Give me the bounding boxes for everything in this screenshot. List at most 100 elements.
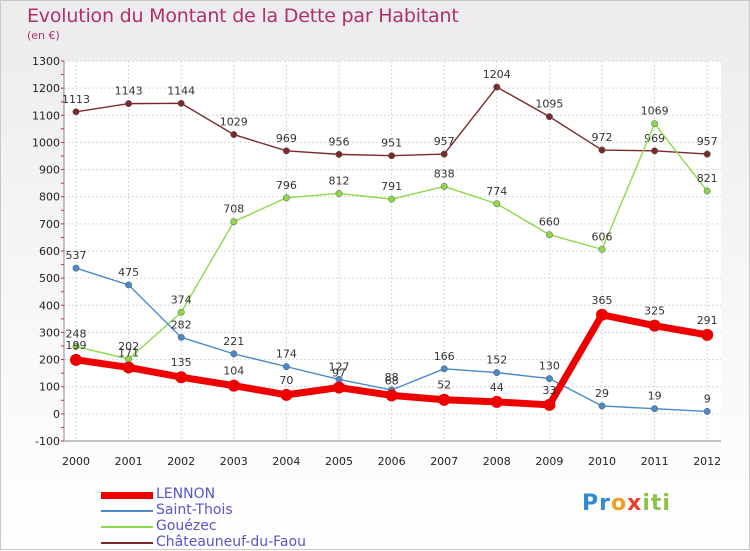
data-label: 957	[697, 135, 718, 148]
data-point	[70, 353, 82, 366]
legend-label: Châteauneuf-du-Faou	[156, 534, 306, 550]
data-point	[703, 150, 711, 158]
data-label: 33	[542, 384, 556, 397]
data-point	[651, 147, 659, 155]
data-label: 166	[434, 350, 455, 363]
data-point	[125, 100, 133, 108]
y-tick-label: 1100	[32, 109, 60, 122]
x-tick-label: 2003	[220, 455, 248, 468]
data-point	[651, 120, 659, 128]
legend-label: LENNON	[156, 486, 216, 502]
y-tick-label: 400	[39, 299, 60, 312]
data-point	[596, 308, 608, 321]
data-point	[440, 150, 448, 158]
data-point	[282, 194, 290, 202]
data-label: 135	[171, 356, 192, 369]
y-tick-label: 1200	[32, 82, 60, 95]
data-label: 1143	[115, 85, 143, 98]
data-point	[177, 333, 185, 341]
logo-letter: x	[627, 491, 643, 516]
y-tick-label: -100	[35, 435, 60, 448]
data-label: 171	[118, 346, 139, 359]
legend-swatch	[101, 526, 153, 528]
data-label: 44	[490, 381, 504, 394]
data-label: 1113	[62, 93, 90, 106]
data-point	[651, 405, 659, 413]
data-label: 1029	[220, 116, 248, 129]
data-label: 19	[648, 390, 662, 403]
data-label: 202	[118, 340, 139, 353]
y-tick-label: 1000	[32, 136, 60, 149]
data-point	[230, 131, 238, 139]
data-label: 68	[385, 374, 399, 387]
x-tick-label: 2011	[641, 455, 669, 468]
logo-letter: o	[610, 491, 628, 516]
y-tick-label: 800	[39, 191, 60, 204]
data-point	[125, 281, 133, 289]
data-label: 248	[66, 328, 87, 341]
data-point	[388, 152, 396, 160]
data-label: 821	[697, 172, 718, 185]
data-point	[490, 395, 503, 408]
data-point	[175, 371, 188, 384]
data-point	[385, 389, 398, 402]
data-label: 282	[171, 318, 192, 331]
data-label: 29	[595, 387, 609, 400]
y-tick-label: 600	[39, 245, 60, 258]
data-label: 97	[332, 367, 346, 380]
data-label: 127	[329, 360, 350, 373]
legend-swatch	[101, 510, 153, 512]
data-label: 9	[704, 392, 711, 405]
data-point	[280, 388, 293, 401]
data-label: 70	[279, 374, 293, 387]
y-tick-label: 200	[39, 354, 60, 367]
legend-label: Saint-Thois	[156, 502, 233, 518]
data-label: 374	[171, 293, 192, 306]
data-point	[282, 363, 290, 371]
data-label: 838	[434, 167, 455, 180]
data-point	[388, 195, 396, 203]
x-tick-label: 2012	[693, 455, 721, 468]
data-point	[72, 108, 80, 116]
data-point	[72, 343, 80, 350]
data-label: 708	[223, 203, 244, 216]
data-label: 774	[486, 185, 507, 198]
logo-letter: i	[662, 491, 671, 516]
data-point	[440, 182, 448, 190]
data-label: 365	[592, 294, 613, 307]
data-point	[648, 319, 661, 332]
data-point	[543, 398, 556, 411]
data-label: 174	[276, 348, 297, 361]
x-tick-label: 2007	[430, 455, 458, 468]
data-point	[493, 83, 501, 91]
x-tick-label: 2008	[483, 455, 511, 468]
data-label: 812	[329, 174, 350, 187]
x-tick-label: 2010	[588, 455, 616, 468]
data-point	[230, 218, 238, 226]
x-tick-label: 2004	[272, 455, 300, 468]
data-point	[177, 99, 185, 107]
data-point	[598, 146, 606, 154]
data-point	[598, 402, 606, 410]
data-label: 606	[592, 230, 613, 243]
data-label: 1144	[167, 84, 195, 97]
y-tick-label: 500	[39, 272, 60, 285]
chart-title: Evolution du Montant de la Dette par Hab…	[27, 5, 459, 27]
data-label: 796	[276, 179, 297, 192]
y-tick-label: 900	[39, 164, 60, 177]
data-label: 951	[381, 137, 402, 150]
data-point	[122, 361, 135, 374]
data-point	[493, 369, 501, 377]
data-label: 957	[434, 135, 455, 148]
proxiti-logo: Proxiti	[582, 491, 671, 516]
data-point	[545, 231, 553, 239]
y-tick-label: 0	[53, 408, 60, 421]
data-point	[177, 308, 185, 316]
data-label: 475	[118, 266, 139, 279]
data-label: 1069	[641, 105, 669, 118]
data-point	[545, 375, 553, 383]
data-label: 972	[592, 131, 613, 144]
data-point	[440, 365, 448, 373]
x-tick-label: 2005	[325, 455, 353, 468]
